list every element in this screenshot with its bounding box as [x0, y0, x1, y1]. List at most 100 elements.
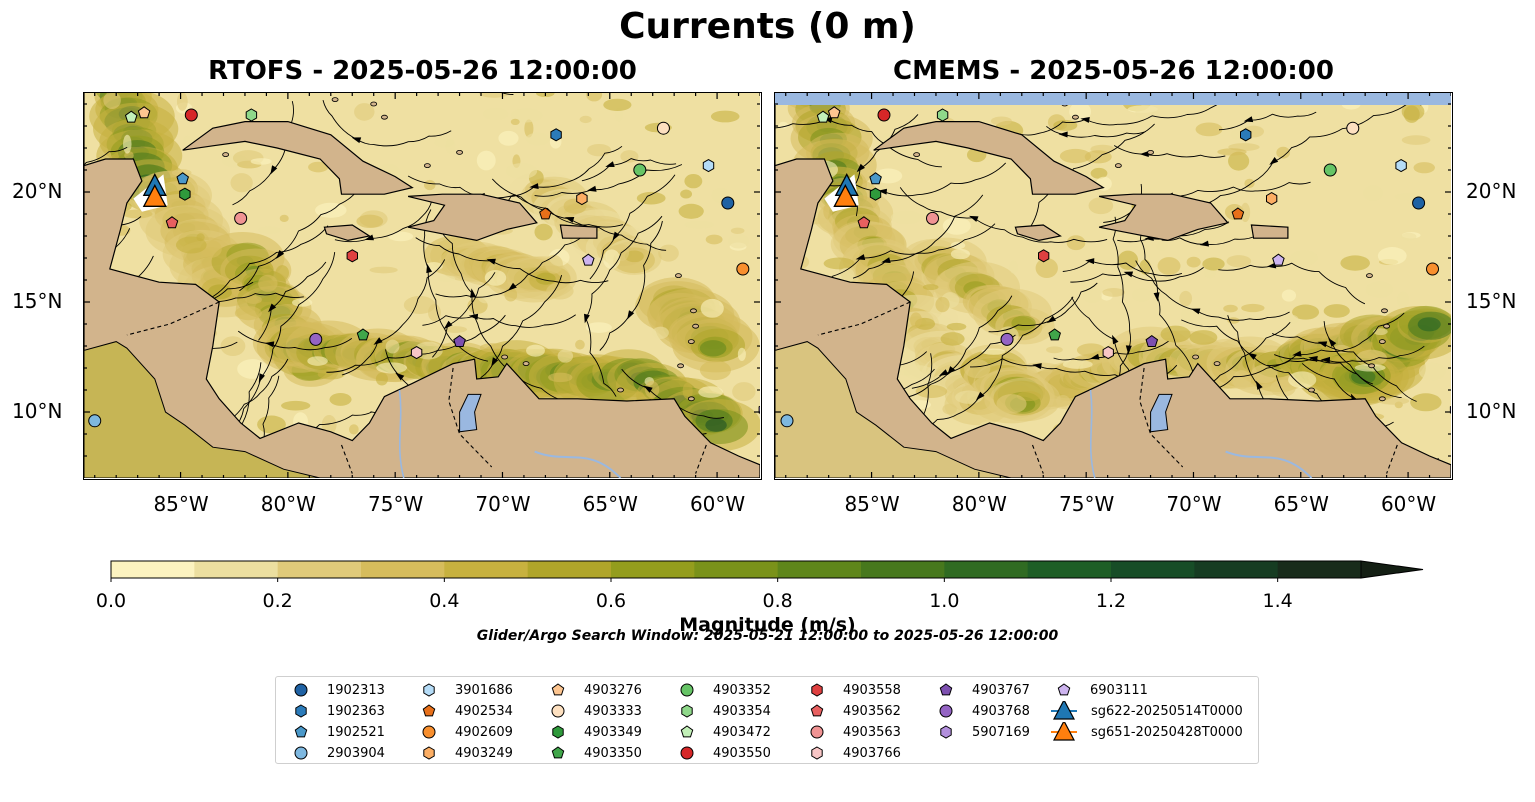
land — [559, 224, 598, 239]
lake-maracaibo — [1150, 393, 1173, 433]
current-speed-patch — [388, 231, 414, 242]
legend-label: 4903249 — [455, 745, 513, 761]
obs-marker-4903562 — [165, 216, 179, 229]
island — [1114, 163, 1122, 168]
streamline — [899, 187, 1108, 243]
streamline-arrow — [373, 337, 383, 345]
obs-marker-4903558 — [1038, 249, 1050, 263]
streamline — [470, 274, 563, 395]
legend-marker-icon — [552, 725, 564, 739]
current-speed-patch — [1223, 304, 1238, 313]
current-speed-patch — [678, 203, 704, 219]
current-speed-patch — [1373, 328, 1388, 336]
island — [1378, 339, 1386, 345]
colorbar-tick-label: 1.0 — [929, 590, 960, 612]
streamline — [84, 146, 128, 166]
land — [1098, 193, 1229, 242]
current-speed-patch — [183, 135, 193, 147]
obs-marker-4903563 — [234, 211, 248, 225]
current-speed-patch — [1189, 330, 1218, 345]
current-speed-patch — [699, 360, 731, 381]
current-speed-patch — [505, 163, 538, 179]
streamline-arrow — [881, 257, 891, 263]
legend-label: 4903558 — [843, 682, 901, 698]
frame-ticks — [775, 93, 1451, 478]
river — [398, 389, 405, 478]
current-speed-patch — [935, 297, 950, 313]
streamline-arrow — [1266, 262, 1277, 269]
current-speed-patch — [307, 356, 328, 366]
legend-label: 4903562 — [843, 703, 901, 719]
current-speed-patch — [823, 257, 855, 270]
streamline — [341, 259, 446, 376]
current-speed-patch — [684, 220, 714, 229]
current-speed-patch — [1202, 257, 1225, 271]
current-speed-patch — [1217, 148, 1247, 156]
legend-marker-icon — [551, 746, 565, 759]
legend-item: 4903768 — [933, 701, 1030, 721]
legend-item: 6903111 — [1051, 680, 1148, 700]
current-speed-patch — [710, 110, 740, 123]
current-speed-patch — [250, 158, 272, 165]
current-speed-patch — [1232, 370, 1252, 390]
colorbar-outline — [110, 560, 1362, 579]
legend-marker-icon — [680, 725, 694, 738]
current-speed-patch — [349, 424, 359, 435]
current-speed-patch — [946, 322, 967, 331]
legend-label: 1902521 — [327, 724, 385, 740]
streamline — [599, 220, 663, 351]
current-speed-patch — [403, 295, 436, 314]
legend-label: 4903472 — [713, 724, 771, 740]
streamline-arrow — [268, 303, 277, 313]
obs-marker-6903111 — [1272, 253, 1285, 266]
current-speed-patch — [1046, 346, 1063, 354]
obs-marker-2903904 — [780, 414, 794, 428]
legend-item: 4903550 — [674, 743, 771, 763]
current-speed-patch — [498, 130, 519, 146]
streamline — [1017, 93, 1230, 136]
current-speed-patch — [1326, 355, 1351, 367]
lon-tick-label: 70°W — [1166, 492, 1222, 516]
current-speed-patch — [964, 359, 991, 379]
lat-tick-label-right: 15°N — [1466, 289, 1517, 313]
lat-tick-label-right: 20°N — [1466, 179, 1517, 203]
current-speed-patch — [652, 326, 669, 339]
streamline — [1046, 125, 1146, 138]
current-speed-patch — [245, 295, 262, 304]
current-speed-patch — [603, 249, 621, 270]
current-speed-patch — [1059, 148, 1092, 164]
obs-marker-4903558 — [346, 249, 358, 263]
current-speed-patch — [321, 414, 337, 435]
streamline-arrow — [1085, 258, 1095, 265]
current-speed-patch — [990, 116, 1012, 126]
streamline-arrow — [1320, 356, 1330, 363]
current-speed-patch — [680, 189, 693, 199]
streamline — [407, 175, 624, 228]
current-speed-patch — [940, 332, 965, 346]
streamline — [911, 334, 1016, 389]
current-speed-patch — [1240, 202, 1251, 223]
country-border — [1139, 367, 1184, 468]
current-speed-patch — [950, 241, 966, 250]
current-speed-patch — [1413, 162, 1435, 174]
current-speed-patch — [915, 384, 948, 398]
rtofs-panel-title: RTOFS - 2025-05-26 12:00:00 — [208, 56, 637, 86]
pacific-ocean — [775, 341, 1012, 478]
current-speed-patch — [423, 179, 436, 191]
legend-item: 1902521 — [288, 722, 385, 742]
country-border — [340, 444, 353, 474]
current-speed-patch — [705, 234, 723, 245]
legend-item: 1902313 — [288, 680, 385, 700]
legend-item: 4903249 — [416, 743, 513, 763]
colorbar-label: Magnitude (m/s) — [679, 614, 856, 636]
colorbar-tick-label: 1.4 — [1262, 590, 1293, 612]
current-speed-patch — [1088, 197, 1114, 215]
current-speed-patch — [1250, 364, 1278, 384]
land — [1014, 224, 1062, 242]
obs-marker-4903550 — [184, 108, 198, 122]
streamline — [906, 296, 1074, 437]
streamline-arrow — [564, 217, 575, 223]
streamline-arrow — [1269, 157, 1279, 165]
island — [381, 114, 388, 120]
island — [370, 101, 378, 107]
